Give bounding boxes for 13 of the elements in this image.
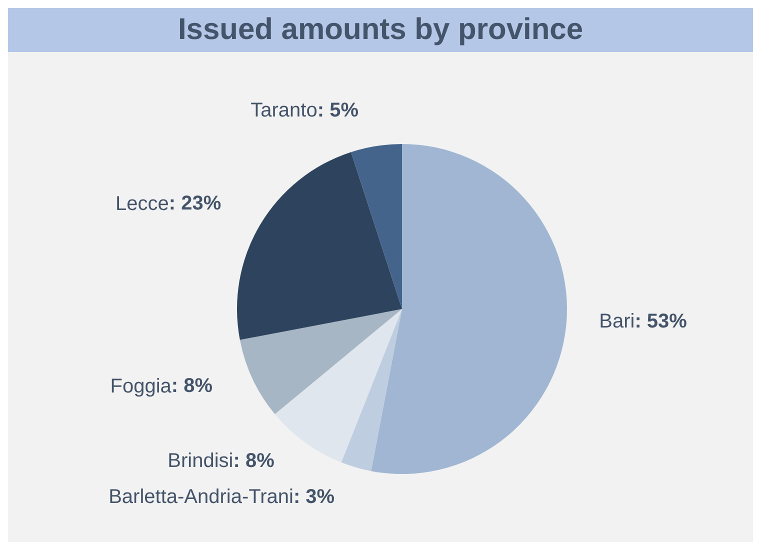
data-label: : 5%: [317, 100, 359, 122]
pie-slice: [351, 144, 402, 309]
data-label: : 53%: [634, 310, 688, 333]
data-label: : 8%: [233, 450, 275, 472]
pie-slice: [371, 144, 567, 474]
chart-title: Issued amounts by province: [8, 8, 753, 52]
pie-slice: [237, 152, 402, 340]
pie-slice: [341, 309, 402, 472]
data-label: : 3%: [293, 486, 335, 508]
data-label: : 8%: [171, 375, 213, 398]
pie-slice: [240, 309, 402, 414]
data-label: : 23%: [168, 193, 222, 216]
pie-slice: [274, 309, 402, 462]
